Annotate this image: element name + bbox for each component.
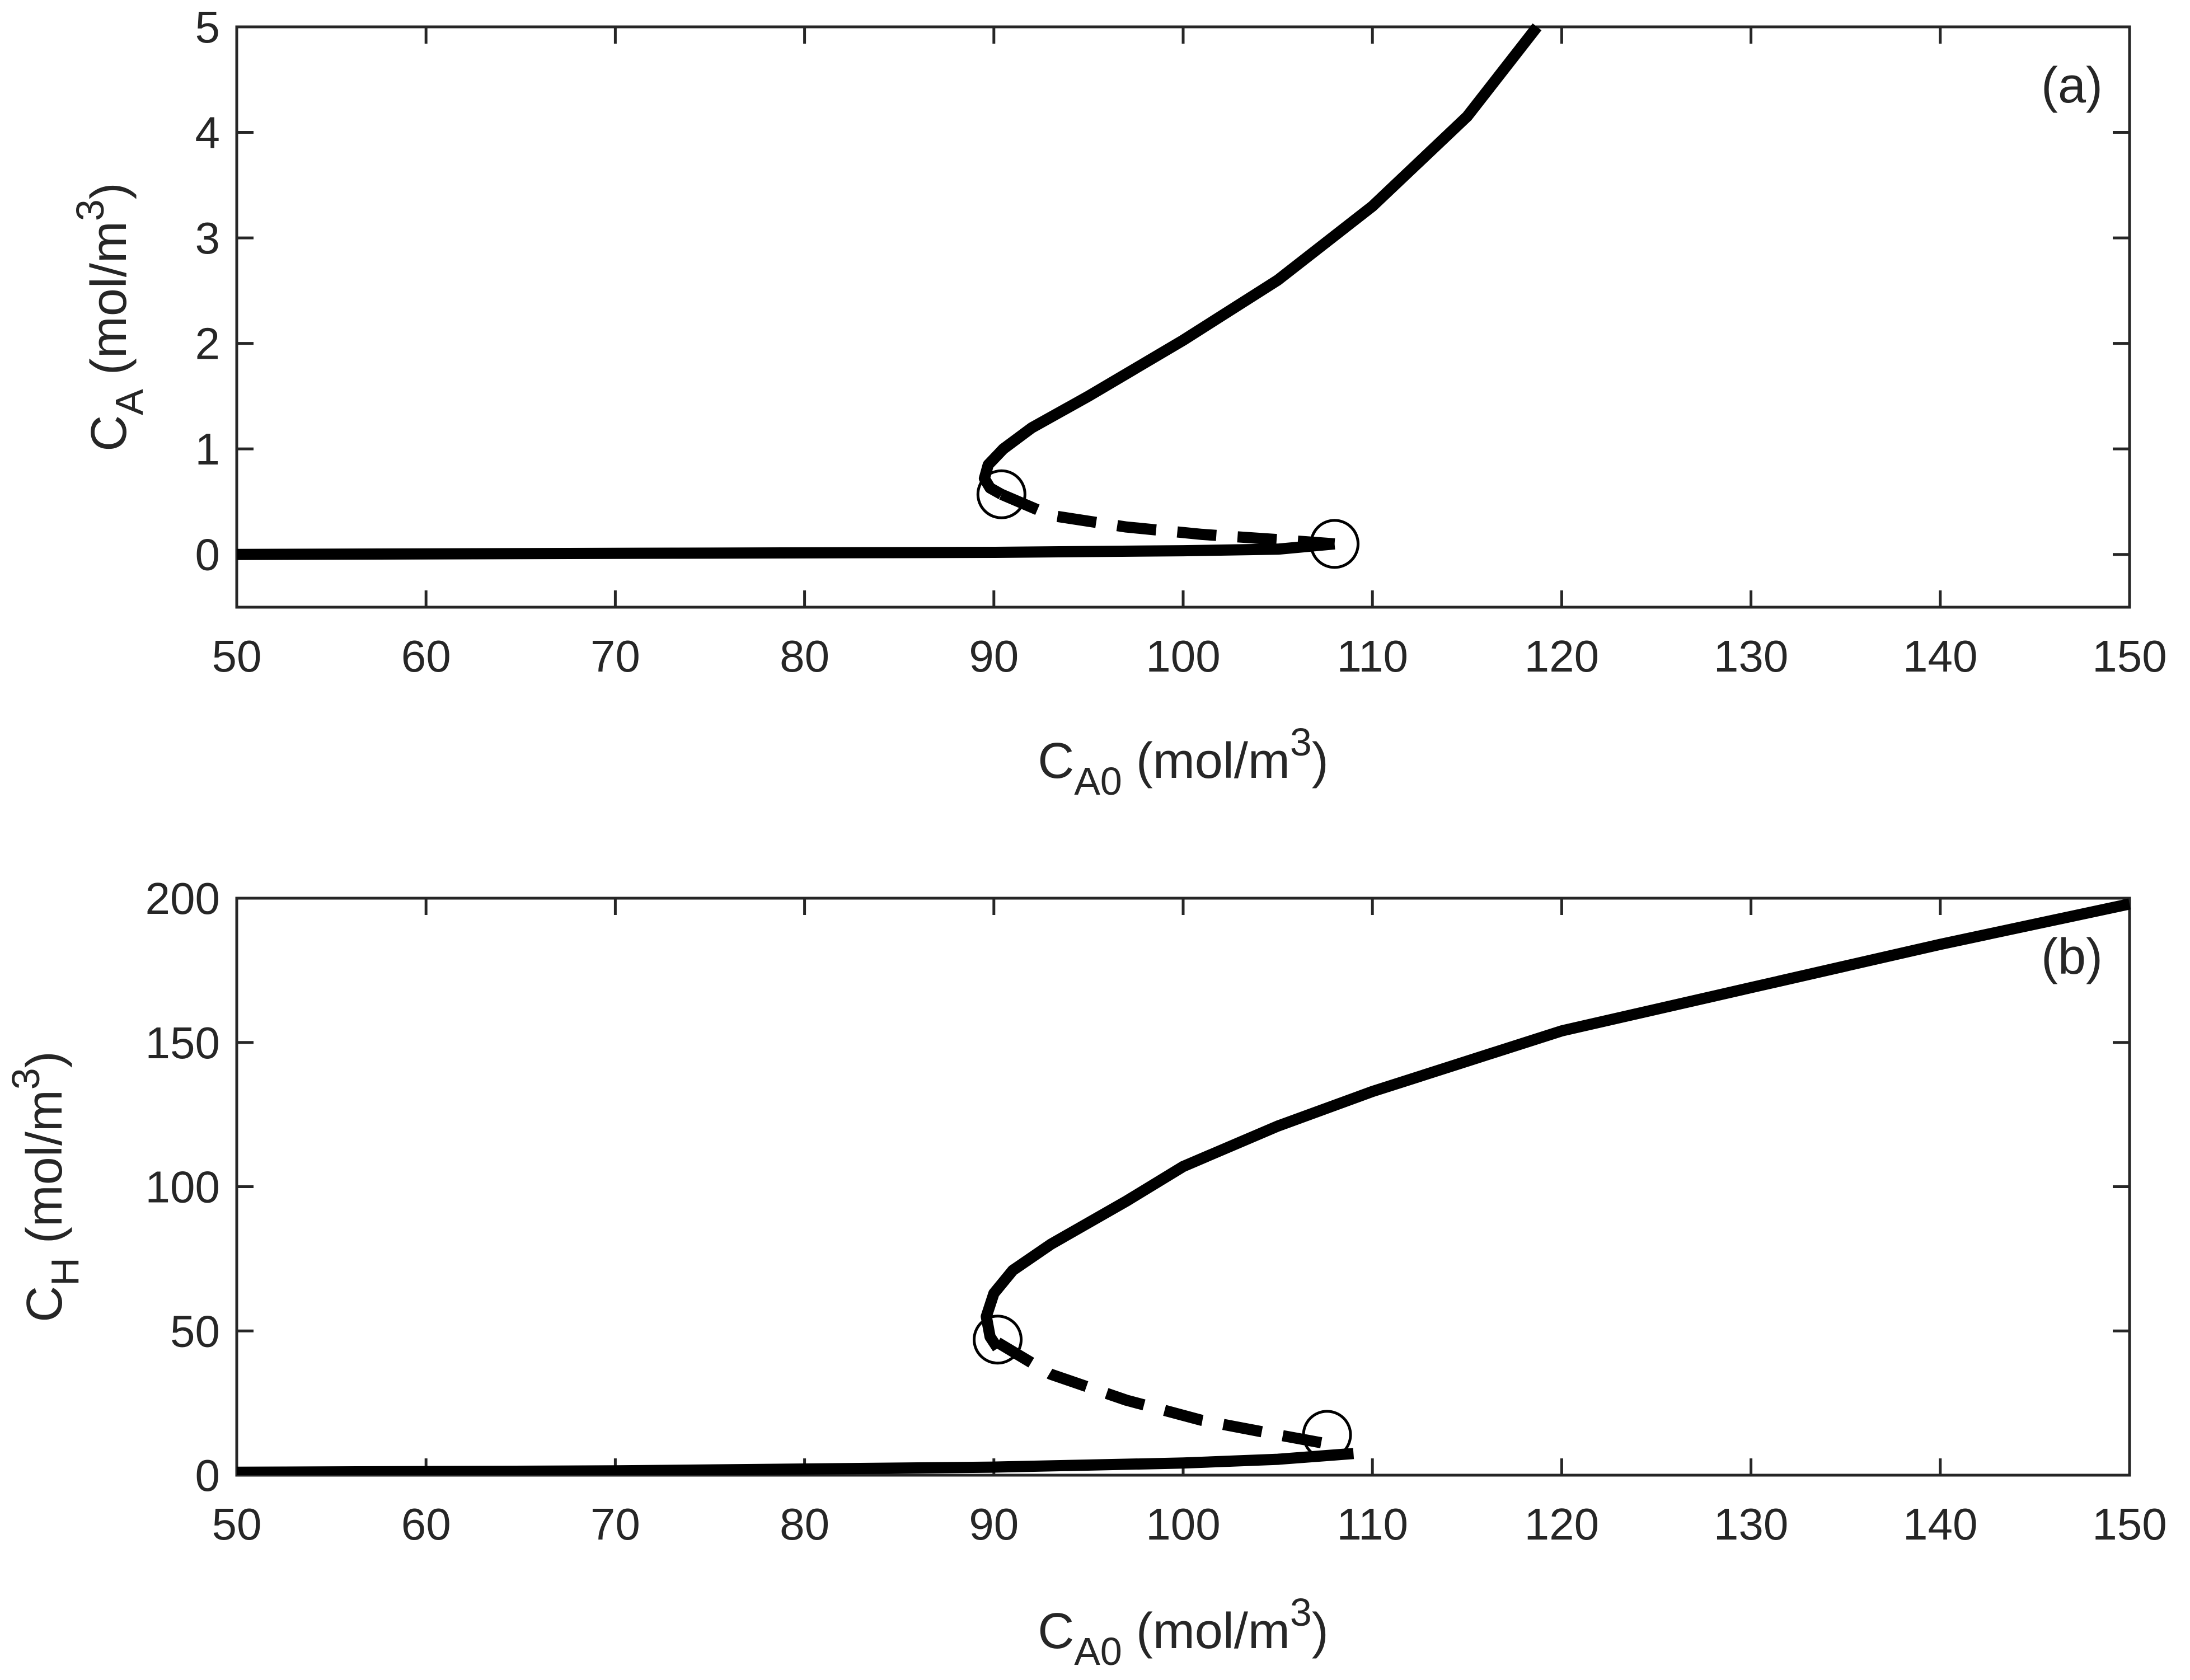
chart-panel-2: 50 60 70 80 90 100 110 120 130 140 150050100150200… (4, 874, 2167, 1673)
x-tick-label: 150 (2092, 631, 2166, 681)
y-axis-label: CH (mol/m3) (4, 1051, 87, 1322)
lower-stable-branch-line (237, 1448, 1354, 1475)
y-tick-label: 150 (146, 1018, 220, 1068)
upper-turning-point-marker (1302, 1410, 1352, 1460)
y-axis-label-main: C (81, 415, 137, 452)
x-axis-label-unit-pre: (mol/m (1122, 1603, 1290, 1659)
x-tick-label: 110 (1336, 1499, 1408, 1549)
y-axis-label-unit-post: ) (81, 182, 137, 199)
y-axis-label-unit-pre: (mol/m (81, 221, 137, 389)
y-tick-label: 0 (195, 1451, 221, 1500)
x-axis-label-main: C (1038, 1603, 1074, 1659)
y-axis-label-sub: A (107, 389, 151, 415)
plot-frame (235, 897, 2131, 1477)
y-tick-label: 3 (195, 213, 221, 263)
y-tick-label: 0 (195, 530, 221, 580)
x-tick-label: 140 (1903, 1499, 1977, 1549)
y-tick-label: 100 (146, 1162, 220, 1212)
x-tick-label: 50 (212, 1499, 262, 1549)
chart-panel-1: 50 60 70 80 90 100 110 120 130 140 150012345(a)CA0… (68, 2, 2167, 803)
x-axis-label-sup: 3 (1290, 1590, 1312, 1634)
x-tick-label: 80 (780, 631, 829, 681)
y-tick-label: 1 (195, 424, 221, 474)
x-axis-label-unit-pre: (mol/m (1122, 733, 1290, 789)
y-tick-label: 200 (146, 874, 220, 923)
x-axis-label: CA0 (mol/m3) (1038, 720, 1329, 803)
y-tick-label: 5 (195, 2, 221, 52)
x-tick-label: 110 (1336, 631, 1408, 681)
x-tick-label: 140 (1903, 631, 1977, 681)
x-axis-label-unit-post: ) (1312, 733, 1329, 789)
x-tick-label: 100 (1146, 1499, 1220, 1549)
x-axis-label-main: C (1038, 733, 1074, 789)
y-tick-label: 4 (195, 108, 221, 158)
y-axis-label-sub: H (43, 1257, 87, 1286)
x-tick-label: 120 (1525, 1499, 1599, 1549)
x-tick-label: 60 (401, 631, 451, 681)
panel-label: (b) (2041, 929, 2103, 985)
x-axis-label-sub: A0 (1074, 759, 1122, 803)
lower-turning-point-marker (973, 1315, 1023, 1365)
x-axis-label: CA0 (mol/m3) (1038, 1590, 1329, 1673)
y-tick-label: 50 (170, 1306, 220, 1356)
x-tick-label: 120 (1525, 631, 1599, 681)
y-axis-label: CA (mol/m3) (68, 182, 151, 452)
y-axis-label-sup: 3 (68, 199, 112, 221)
x-tick-label: 100 (1146, 631, 1220, 681)
x-tick-label: 150 (2092, 1499, 2166, 1549)
x-tick-label: 130 (1714, 1499, 1788, 1549)
x-axis-label-sup: 3 (1290, 720, 1312, 764)
upper-stable-branch-line (981, 898, 2131, 1351)
lower-turning-point-marker (976, 469, 1026, 519)
unstable-branch-line (999, 489, 1335, 550)
x-tick-label: 70 (590, 1499, 640, 1549)
y-tick-label: 2 (195, 319, 221, 369)
x-tick-label: 130 (1714, 631, 1788, 681)
x-axis-label-sub: A0 (1074, 1630, 1122, 1673)
y-axis-label-sup: 3 (4, 1068, 48, 1090)
x-tick-label: 60 (401, 1499, 451, 1549)
unstable-branch-line (995, 1338, 1326, 1449)
y-axis-label-unit-post: ) (17, 1051, 73, 1068)
plot-frame (235, 25, 2131, 609)
x-axis-label-unit-post: ) (1312, 1603, 1329, 1659)
x-tick-label: 70 (590, 631, 640, 681)
panel-label: (a) (2041, 58, 2103, 114)
y-axis-label-main: C (17, 1286, 73, 1322)
lower-stable-branch-line (237, 538, 1335, 560)
x-tick-label: 80 (780, 1499, 829, 1549)
x-tick-label: 50 (212, 631, 262, 681)
upper-stable-branch-line (978, 23, 1542, 500)
x-tick-label: 90 (969, 1499, 1019, 1549)
y-axis-label-unit-pre: (mol/m (17, 1090, 73, 1257)
x-tick-label: 90 (969, 631, 1019, 681)
upper-turning-point-marker (1310, 519, 1360, 569)
